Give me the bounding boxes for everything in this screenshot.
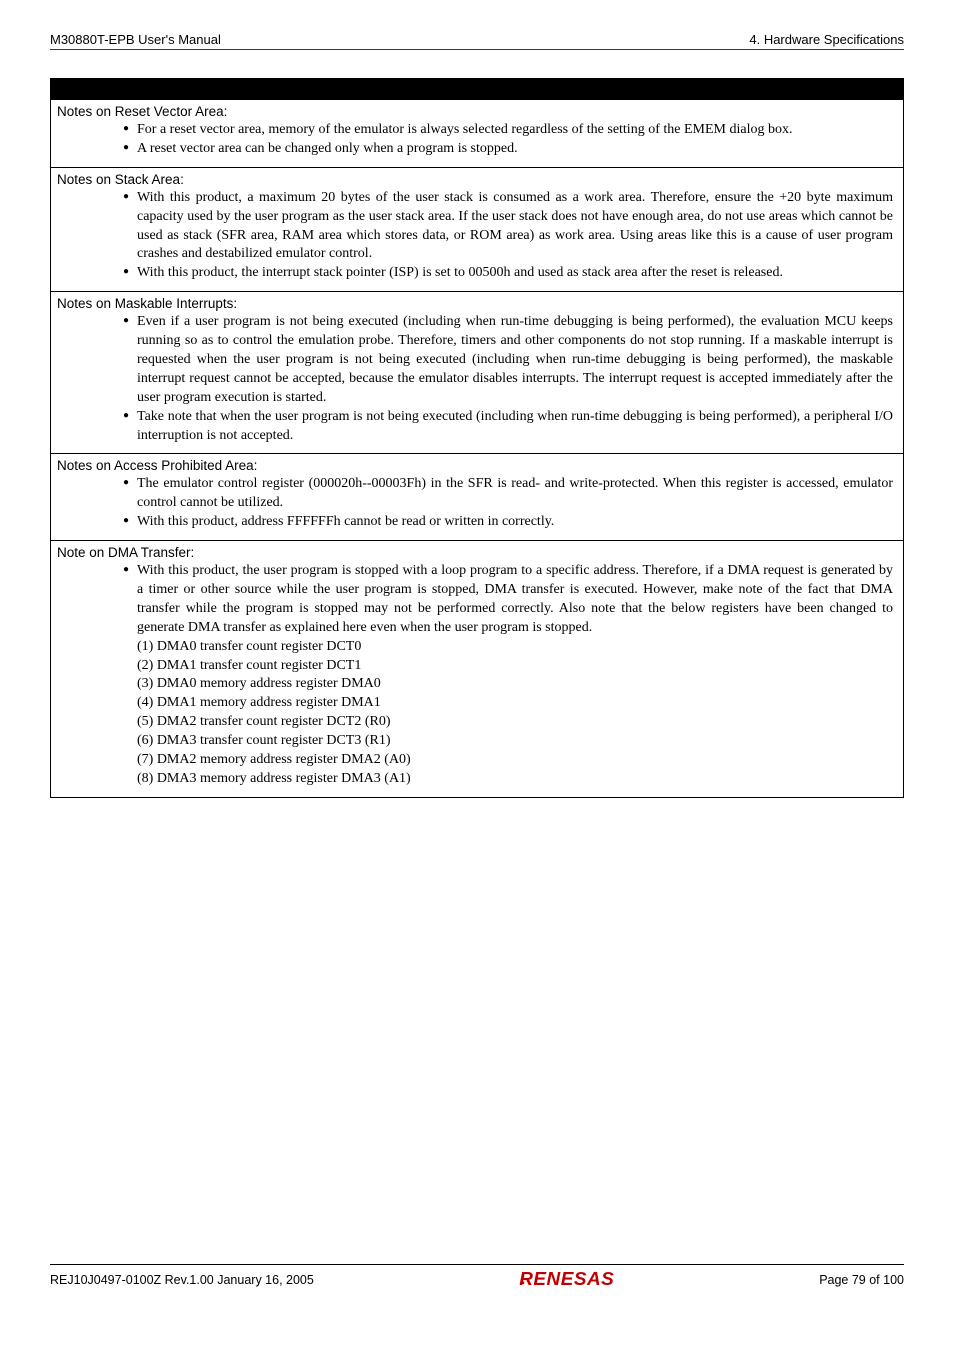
section-title: Notes on Maskable Interrupts: xyxy=(51,292,903,313)
bullet-item: For a reset vector area, memory of the e… xyxy=(123,121,893,140)
footer-right: Page 79 of 100 xyxy=(819,1273,904,1287)
sublist-item: (2) DMA1 transfer count register DCT1 xyxy=(137,657,893,676)
bullet-item: Take note that when the user program is … xyxy=(123,408,893,446)
sublist-item: (3) DMA0 memory address register DMA0 xyxy=(137,675,893,694)
page-footer: REJ10J0497-0100Z Rev.1.00 January 16, 20… xyxy=(50,1264,904,1290)
section-body: With this product, a maximum 20 bytes of… xyxy=(51,189,903,291)
sublist-item: (7) DMA2 memory address register DMA2 (A… xyxy=(137,751,893,770)
bullet-item: The emulator control register (000020h--… xyxy=(123,475,893,513)
notes-section: Notes on Stack Area: With this product, … xyxy=(50,168,904,292)
footer-left: REJ10J0497-0100Z Rev.1.00 January 16, 20… xyxy=(50,1273,314,1287)
page-header: M30880T-EPB User's Manual 4. Hardware Sp… xyxy=(50,32,904,50)
section-body: The emulator control register (000020h--… xyxy=(51,475,903,540)
bullet-item: With this product, address FFFFFFh canno… xyxy=(123,513,893,532)
sublist-item: (4) DMA1 memory address register DMA1 xyxy=(137,694,893,713)
section-title: Notes on Access Prohibited Area: xyxy=(51,454,903,475)
sublist-item: (1) DMA0 transfer count register DCT0 xyxy=(137,638,893,657)
bullet-item: Even if a user program is not being exec… xyxy=(123,313,893,407)
section-title: Note on DMA Transfer: xyxy=(51,541,903,562)
section-title: Notes on Stack Area: xyxy=(51,168,903,189)
section-body: Even if a user program is not being exec… xyxy=(51,313,903,453)
notes-section: Notes on Maskable Interrupts: Even if a … xyxy=(50,292,904,454)
section-body: For a reset vector area, memory of the e… xyxy=(51,121,903,167)
important-banner: IMPORTANT xyxy=(50,78,904,100)
notes-section: Note on DMA Transfer: With this product,… xyxy=(50,541,904,798)
header-right: 4. Hardware Specifications xyxy=(749,32,904,47)
notes-section: Notes on Reset Vector Area: For a reset … xyxy=(50,100,904,168)
section-title: Notes on Reset Vector Area: xyxy=(51,100,903,121)
sublist-item: (8) DMA3 memory address register DMA3 (A… xyxy=(137,770,893,789)
register-sublist: (1) DMA0 transfer count register DCT0 (2… xyxy=(61,638,893,789)
bullet-item: With this product, the user program is s… xyxy=(123,562,893,638)
bullet-item: With this product, the interrupt stack p… xyxy=(123,264,893,283)
bullet-item: A reset vector area can be changed only … xyxy=(123,140,893,159)
section-body: With this product, the user program is s… xyxy=(51,562,903,797)
sublist-item: (5) DMA2 transfer count register DCT2 (R… xyxy=(137,713,893,732)
header-left: M30880T-EPB User's Manual xyxy=(50,32,221,47)
sublist-item: (6) DMA3 transfer count register DCT3 (R… xyxy=(137,732,893,751)
notes-section: Notes on Access Prohibited Area: The emu… xyxy=(50,454,904,541)
renesas-logo: ׃RENESAS xyxy=(519,1269,615,1290)
bullet-item: With this product, a maximum 20 bytes of… xyxy=(123,189,893,265)
